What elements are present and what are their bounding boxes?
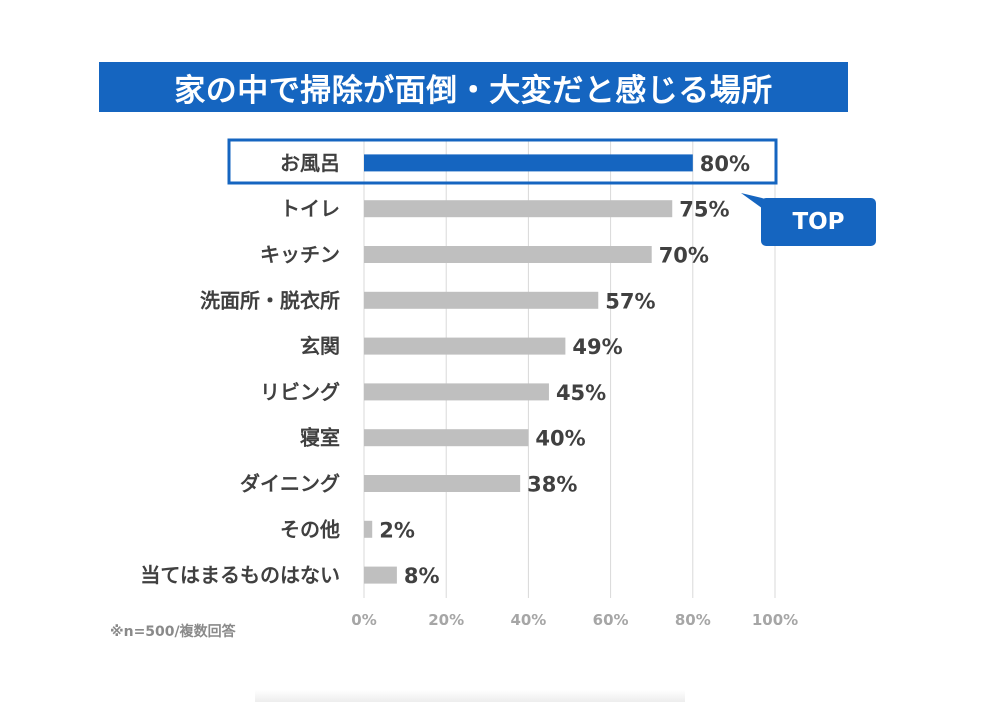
category-label: 寝室: [300, 426, 340, 450]
category-label: お風呂: [280, 151, 340, 175]
value-label: 57%: [605, 289, 655, 313]
x-tick-label: 0%: [351, 611, 376, 629]
value-label: 49%: [572, 335, 622, 359]
value-label: 40%: [535, 427, 585, 451]
bar: [364, 337, 566, 355]
category-label: キッチン: [260, 243, 340, 267]
x-tick-label: 60%: [593, 611, 629, 629]
value-label: 8%: [404, 564, 440, 588]
bottom-shadow: [255, 690, 685, 702]
bar: [364, 520, 373, 538]
x-tick-label: 80%: [675, 611, 711, 629]
bar: [364, 154, 693, 172]
bar: [364, 383, 549, 401]
category-label: 玄関: [300, 334, 340, 358]
highlight-frame: [227, 138, 778, 185]
bar: [364, 429, 529, 447]
category-label: トイレ: [280, 197, 340, 221]
value-label: 80%: [700, 152, 750, 176]
x-tick-label: 20%: [428, 611, 464, 629]
x-tick-label: 100%: [752, 611, 798, 629]
bar: [364, 246, 652, 263]
top-badge: TOP: [761, 198, 876, 246]
chart-title: 家の中で掃除が面倒・大変だと感じる場所: [174, 72, 773, 109]
bar: [364, 291, 599, 309]
value-label: 45%: [556, 381, 606, 405]
bar: [364, 475, 521, 492]
category-label: リビング: [260, 380, 340, 404]
category-label: ダイニング: [240, 472, 340, 496]
value-label: 38%: [527, 473, 577, 497]
footnote: ※n=500/複数回答: [110, 624, 236, 640]
bar: [364, 200, 673, 218]
value-label: 70%: [659, 244, 709, 268]
x-tick-label: 40%: [510, 611, 546, 629]
value-label: 2%: [379, 518, 415, 542]
value-label: 75%: [679, 198, 729, 222]
title-bar: 家の中で掃除が面倒・大変だと感じる場所: [99, 62, 848, 112]
category-label: 当てはまるものはない: [140, 563, 340, 587]
category-label: 洗面所・脱衣所: [200, 288, 340, 312]
category-label: その他: [280, 517, 340, 541]
bar: [364, 566, 397, 584]
